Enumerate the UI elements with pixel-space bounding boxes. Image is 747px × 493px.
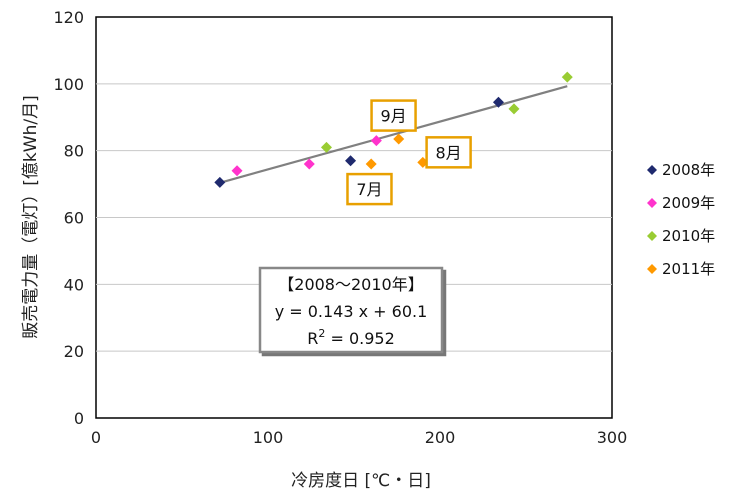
- legend-label: 2008年: [662, 161, 715, 179]
- legend-label: 2010年: [662, 227, 715, 245]
- equation-box-frame: [258, 266, 444, 354]
- equation-r-squared: R2 = 0.952: [307, 327, 395, 348]
- month-label-box: [370, 99, 417, 132]
- data-point: [492, 96, 504, 108]
- trendline: [219, 85, 568, 184]
- month-label: 7月: [356, 180, 382, 199]
- legend: 2008年 2009年 2010年 2011年: [647, 161, 715, 278]
- legend-label: 2009年: [662, 194, 715, 212]
- r-label: R: [307, 329, 318, 348]
- x-tick-label: 200: [425, 428, 456, 447]
- legend-marker: [647, 165, 657, 175]
- y-tick-label: 60: [64, 209, 84, 228]
- r-superscript: 2: [318, 327, 325, 340]
- legend-marker: [647, 264, 657, 274]
- month-annotations: 9月 8月 7月: [346, 99, 472, 206]
- x-tick-label: 0: [91, 428, 101, 447]
- y-tick-label: 40: [64, 275, 84, 294]
- x-axis-title: 冷房度日 [℃・日]: [291, 471, 431, 491]
- y-tick-label: 100: [53, 75, 84, 94]
- data-point: [320, 141, 332, 153]
- x-tick-label: 100: [253, 428, 284, 447]
- y-tick-label: 0: [74, 409, 84, 428]
- equation-formula: y = 0.143 x + 60.1: [275, 302, 428, 321]
- y-tick-label: 120: [53, 8, 84, 27]
- legend-marker: [647, 231, 657, 241]
- data-point: [508, 103, 520, 115]
- data-point: [303, 158, 315, 170]
- legend-label: 2011年: [662, 260, 715, 278]
- data-point: [345, 155, 357, 167]
- data-point: [365, 158, 377, 170]
- legend-marker: [647, 198, 657, 208]
- month-label-box: [346, 172, 393, 206]
- month-label: 8月: [436, 143, 462, 162]
- trendline-layer: [219, 85, 568, 184]
- data-point: [231, 165, 243, 177]
- data-points: [214, 71, 573, 188]
- data-point: [214, 176, 226, 188]
- month-label: 9月: [380, 107, 406, 126]
- data-point: [370, 135, 382, 147]
- y-tick-label: 80: [64, 142, 84, 161]
- r-value: = 0.952: [325, 329, 394, 348]
- equation-box: 【2008～2010年】 y = 0.143 x + 60.1 R2 = 0.9…: [258, 266, 444, 354]
- month-label-box: [425, 136, 472, 169]
- x-tick-label: 300: [597, 428, 628, 447]
- y-tick-label: 20: [64, 342, 84, 361]
- data-point: [561, 71, 573, 83]
- y-axis-title: 販売電力量（電灯）[億kWh/月]: [21, 95, 41, 338]
- tick-labels: 0 20 40 60 80 100 120 0 100 200 300: [53, 8, 627, 447]
- equation-title: 【2008～2010年】: [278, 275, 423, 294]
- data-point: [393, 133, 405, 145]
